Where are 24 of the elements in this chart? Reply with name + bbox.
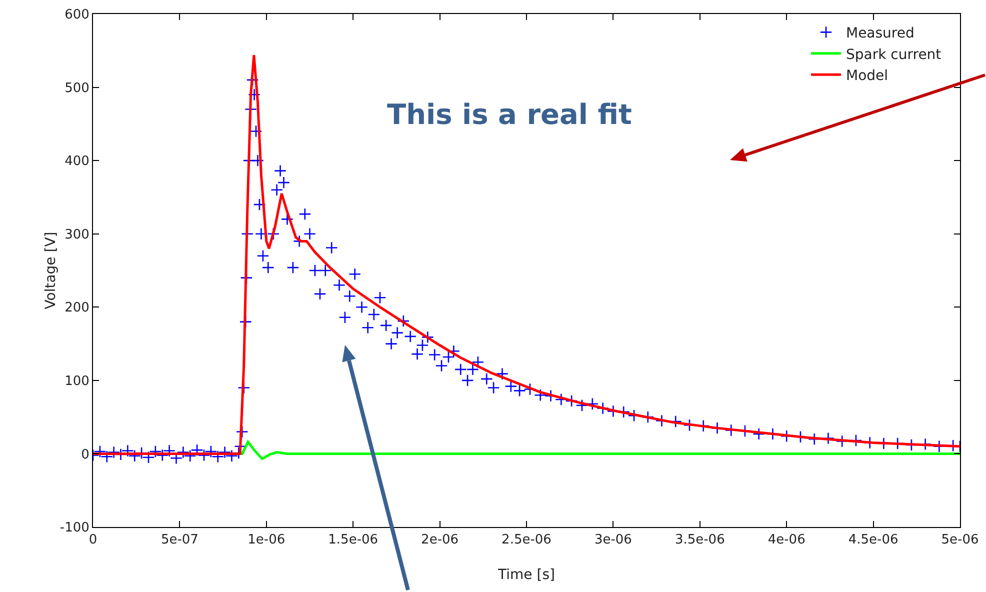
- y-tick-label: 0: [81, 447, 90, 462]
- x-tick-label: 1.5e-06: [328, 532, 378, 548]
- y-tick-label: 600: [64, 8, 90, 23]
- x-tick-label: 3.5e-06: [674, 532, 725, 548]
- y-tick-label: 400: [64, 154, 90, 170]
- x-tick-label: 2.5e-06: [502, 532, 552, 548]
- legend-label: Spark current: [846, 46, 942, 63]
- x-tick-label: 4.5e-06: [848, 532, 898, 548]
- x-tick-label: 5e-07: [160, 532, 198, 548]
- x-axis-title: Time [s]: [497, 567, 555, 583]
- y-tick-label: 300: [64, 227, 90, 242]
- x-tick-label: 5e-06: [941, 532, 979, 548]
- legend-label: Model: [846, 68, 888, 84]
- y-tick-label: -100: [60, 520, 90, 536]
- y-tick-label: 200: [64, 300, 90, 316]
- annotation: This is a real fit: [387, 98, 632, 131]
- x-tick-label: 4e-06: [768, 532, 806, 548]
- y-tick-label: 100: [64, 374, 90, 389]
- y-axis-title: Voltage [V]: [43, 232, 59, 310]
- x-tick-label: 2e-06: [421, 532, 459, 548]
- x-tick-label: 3e-06: [594, 532, 632, 548]
- y-tick-label: 500: [64, 80, 90, 96]
- x-tick-label: 1e-06: [248, 532, 286, 548]
- legend-label: Measured: [846, 26, 914, 42]
